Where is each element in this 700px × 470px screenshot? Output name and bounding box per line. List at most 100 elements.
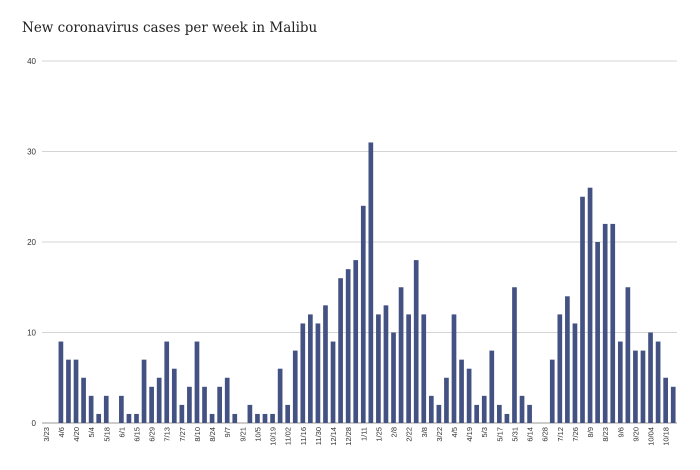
bar bbox=[421, 314, 427, 423]
bar bbox=[655, 341, 661, 423]
bar bbox=[413, 260, 419, 423]
bar bbox=[134, 413, 139, 423]
bar bbox=[353, 260, 359, 423]
bar bbox=[149, 386, 154, 423]
bar bbox=[602, 223, 608, 423]
x-tick-label: 6/1 bbox=[117, 427, 126, 437]
bar bbox=[73, 359, 79, 423]
x-tick-label: 11/30 bbox=[314, 427, 323, 445]
bar bbox=[224, 377, 230, 423]
x-tick-label: 4/19 bbox=[465, 427, 474, 442]
bar bbox=[587, 187, 593, 423]
x-tick-label: 8/24 bbox=[208, 427, 217, 442]
x-tick-label: 4/6 bbox=[57, 427, 66, 437]
x-tick-label: 7/26 bbox=[571, 427, 580, 442]
bar bbox=[549, 359, 555, 423]
x-tick-label: 11/16 bbox=[299, 427, 308, 445]
bar bbox=[96, 413, 102, 423]
x-tick-label: 12/28 bbox=[344, 427, 353, 446]
bar bbox=[308, 314, 313, 423]
bar bbox=[648, 332, 653, 423]
bar bbox=[383, 305, 389, 423]
bar bbox=[202, 386, 207, 423]
bar bbox=[610, 223, 616, 423]
bar bbox=[262, 413, 268, 423]
bar bbox=[625, 287, 631, 423]
bar bbox=[119, 395, 124, 423]
x-tick-label: 2/8 bbox=[390, 427, 399, 437]
x-axis-ticks: 3/23 4/6 4/20 5/4 5/18 6/1 6/15 6/29 7/13 7/27 8/1… bbox=[42, 427, 671, 446]
bar bbox=[595, 242, 600, 423]
bar bbox=[345, 269, 351, 423]
x-tick-label: 10/18 bbox=[662, 427, 671, 446]
x-tick-label: 6/14 bbox=[526, 427, 535, 442]
bar bbox=[670, 386, 676, 423]
x-tick-label: 8/10 bbox=[193, 427, 202, 442]
bar bbox=[557, 314, 563, 423]
x-tick-label: 7/27 bbox=[178, 427, 187, 442]
bar bbox=[164, 341, 170, 423]
x-tick-label: 9/21 bbox=[238, 427, 247, 442]
x-tick-label: 3/8 bbox=[420, 427, 429, 437]
x-tick-label: 1/25 bbox=[374, 427, 383, 442]
bar bbox=[187, 386, 192, 423]
bar bbox=[436, 404, 442, 423]
bar bbox=[315, 323, 321, 423]
bar bbox=[444, 377, 449, 423]
x-tick-label: 3/23 bbox=[42, 427, 51, 442]
gridlines bbox=[42, 60, 677, 424]
bar bbox=[512, 287, 517, 423]
bars bbox=[58, 142, 676, 423]
bar bbox=[572, 323, 578, 423]
x-tick-label: 9/20 bbox=[631, 427, 640, 442]
bar bbox=[504, 413, 510, 423]
x-tick-label: 5/18 bbox=[102, 427, 111, 442]
bar bbox=[179, 404, 185, 423]
x-tick-label: 5/3 bbox=[480, 427, 489, 437]
x-tick-label: 6/29 bbox=[148, 427, 157, 442]
bar bbox=[406, 314, 411, 423]
bar bbox=[360, 205, 366, 423]
bar bbox=[217, 386, 222, 423]
x-tick-label: 5/31 bbox=[510, 427, 519, 442]
bar bbox=[270, 413, 275, 423]
bar bbox=[633, 350, 638, 423]
bar bbox=[277, 368, 283, 423]
x-tick-label: 1/11 bbox=[359, 427, 368, 441]
bar bbox=[209, 413, 215, 423]
bar bbox=[368, 142, 374, 423]
bar bbox=[323, 305, 328, 423]
y-tick-label: 30 bbox=[27, 148, 36, 157]
chart-title: New coronavirus cases per week in Malibu bbox=[22, 20, 318, 36]
x-tick-label: 4/20 bbox=[72, 427, 81, 442]
x-tick-label: 11/02 bbox=[284, 427, 293, 445]
x-tick-label: 8/9 bbox=[586, 427, 595, 437]
bar bbox=[292, 350, 298, 423]
x-tick-label: 5/17 bbox=[495, 427, 504, 442]
bar bbox=[232, 413, 238, 423]
bar bbox=[88, 395, 94, 423]
bar bbox=[300, 323, 306, 423]
x-tick-label: 4/5 bbox=[450, 427, 459, 437]
x-tick-label: 12/14 bbox=[329, 427, 338, 446]
bar bbox=[330, 341, 336, 423]
bar bbox=[489, 350, 495, 423]
bar bbox=[481, 395, 487, 423]
bar bbox=[156, 377, 162, 423]
y-axis-ticks: 0 10 20 30 40 bbox=[27, 57, 36, 428]
x-tick-label: 9/6 bbox=[616, 427, 625, 437]
y-tick-label: 10 bbox=[27, 329, 36, 338]
bar bbox=[527, 404, 532, 423]
bar bbox=[451, 314, 457, 423]
bar bbox=[663, 377, 669, 423]
bar bbox=[141, 359, 147, 423]
bar bbox=[474, 404, 480, 423]
x-tick-label: 10/04 bbox=[647, 427, 656, 446]
y-tick-label: 20 bbox=[27, 238, 36, 247]
bar bbox=[565, 296, 570, 423]
bar bbox=[285, 404, 291, 423]
bar bbox=[255, 413, 260, 423]
y-tick-label: 40 bbox=[27, 57, 36, 66]
bar bbox=[171, 368, 177, 423]
